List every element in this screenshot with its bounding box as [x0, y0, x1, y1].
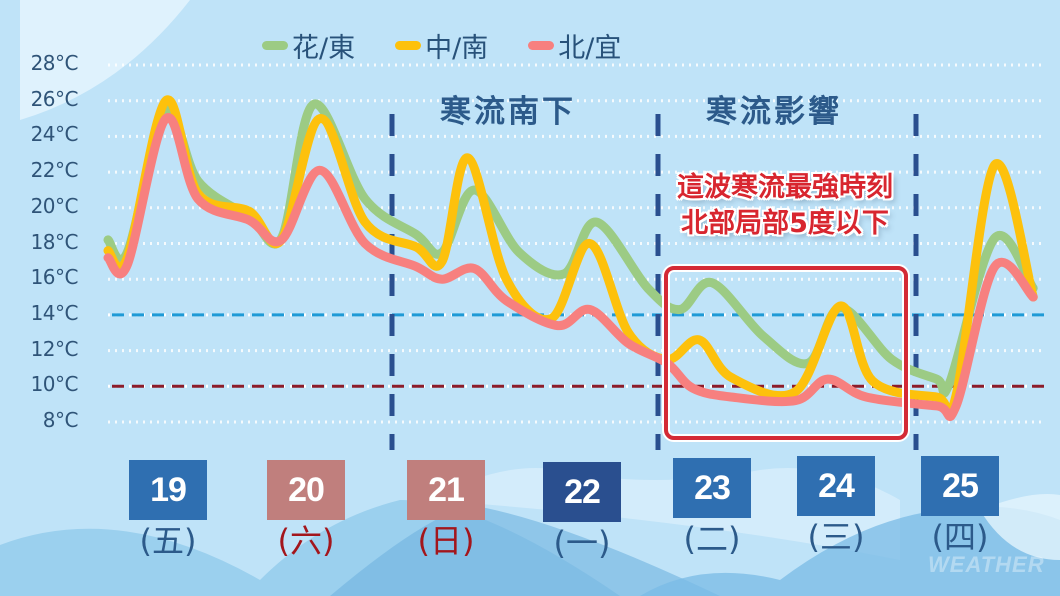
day-date-box: 20	[267, 460, 345, 520]
mountain-center	[330, 505, 720, 596]
legend-swatch-yellow	[395, 41, 422, 50]
y-tick-label: 8°C	[42, 408, 79, 432]
day-20: 20 (六)	[266, 460, 346, 560]
legend-swatch-green	[262, 41, 288, 50]
day-25: 25 (四)	[920, 456, 1000, 556]
series-line-central-south	[103, 95, 1038, 418]
day-21: 21 (日)	[406, 460, 486, 560]
y-tick-label: 14°C	[30, 300, 79, 325]
day-weekday: (三)	[807, 518, 865, 556]
y-tick-label: 18°C	[30, 229, 79, 254]
day-weekday: (六)	[277, 522, 335, 560]
legend: 花/東 中/南 北/宜	[262, 26, 621, 65]
legend-label: 北/宜	[558, 33, 622, 64]
wave-right-light	[980, 494, 1060, 560]
gridlines	[108, 63, 1044, 424]
decor-shape	[20, 0, 190, 120]
callout-line-1: 這波寒流最強時刻	[677, 172, 893, 203]
day-19: 19 (五)	[128, 460, 208, 560]
y-tick-label: 24°C	[30, 122, 79, 147]
day-date-box: 22	[543, 462, 621, 522]
callout-line-2: 北部局部5度以下	[681, 208, 889, 239]
series-line-north-yilan	[103, 113, 1038, 422]
y-tick-label: 12°C	[30, 336, 79, 361]
legend-item-central-south: 中/南	[395, 26, 488, 65]
phase-label-cold-front-arriving: 寒流南下	[440, 94, 576, 130]
watermark: WEATHER	[928, 552, 1045, 577]
legend-label: 花/東	[292, 33, 356, 64]
legend-item-north-yilan: 北/宜	[528, 26, 621, 65]
y-tick-label: 16°C	[30, 265, 79, 290]
wave-right	[640, 506, 1060, 596]
day-date-box: 23	[673, 458, 751, 518]
day-weekday: (二)	[683, 520, 741, 558]
y-tick-label: 26°C	[30, 86, 79, 111]
day-weekday: (日)	[417, 522, 475, 560]
highlight-box	[664, 266, 908, 440]
day-23: 23 (二)	[672, 458, 752, 558]
day-weekday: (四)	[931, 518, 989, 556]
legend-label: 中/南	[425, 33, 489, 64]
day-22: 22 (一)	[542, 462, 622, 562]
day-date-box: 24	[797, 456, 875, 516]
series-lines	[103, 95, 1038, 422]
callout-annotation: 這波寒流最強時刻 北部局部5度以下	[640, 170, 930, 242]
day-24: 24 (三)	[796, 456, 876, 556]
y-tick-label: 10°C	[30, 372, 79, 397]
phase-label-cold-front-impact: 寒流影響	[706, 94, 842, 130]
day-weekday: (五)	[139, 522, 197, 560]
day-date-box: 21	[407, 460, 485, 520]
day-weekday: (一)	[553, 524, 611, 562]
legend-item-hualien-taitung: 花/東	[262, 26, 355, 65]
y-tick-label: 28°C	[30, 51, 79, 75]
day-date-box: 19	[129, 460, 207, 520]
legend-swatch-red	[528, 41, 555, 50]
y-tick-label: 22°C	[30, 158, 79, 183]
day-date-box: 25	[921, 456, 999, 516]
y-tick-label: 20°C	[30, 193, 79, 218]
